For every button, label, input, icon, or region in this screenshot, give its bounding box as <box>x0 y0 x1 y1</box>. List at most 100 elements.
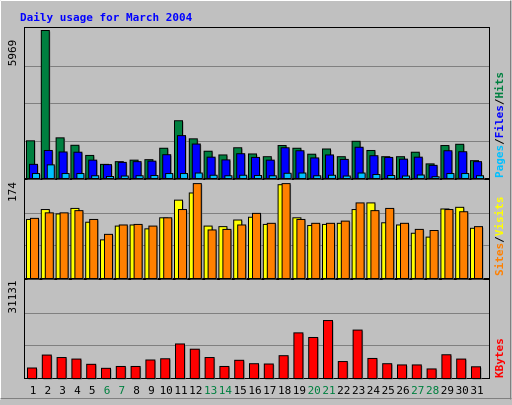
x-label-day-24: 24 <box>367 384 381 397</box>
x-label-day-12: 12 <box>189 384 202 397</box>
bar-pages-day-30 <box>461 173 470 180</box>
x-label-day-15: 15 <box>234 384 247 397</box>
bar-sites-day-7 <box>118 224 129 280</box>
bar-sites-day-24 <box>370 210 380 280</box>
x-label-day-1: 1 <box>30 384 37 397</box>
bar-pages-day-12 <box>194 172 204 180</box>
bar-sites-day-31 <box>474 226 484 280</box>
bar-pages-day-26 <box>402 175 411 180</box>
legend-hits: Hits <box>493 72 506 99</box>
chart-title: Daily usage for March 2004 <box>20 11 193 24</box>
x-label-day-3: 3 <box>59 384 66 397</box>
x-label-day-11: 11 <box>174 384 187 397</box>
bar-pages-day-27 <box>416 174 426 180</box>
x-label-day-23: 23 <box>352 384 365 397</box>
bar-pages-day-4 <box>76 173 85 180</box>
bar-kbytes-day-2 <box>41 354 53 380</box>
bar-files-day-11 <box>177 135 187 180</box>
x-label-day-25: 25 <box>382 384 395 397</box>
bar-sites-day-18 <box>281 183 292 280</box>
bar-pages-day-15 <box>239 174 248 180</box>
bar-sites-day-15 <box>237 224 247 280</box>
legend-sep-2: / <box>493 98 506 105</box>
bar-pages-day-6 <box>106 176 115 180</box>
x-axis-day-labels: 1 2 3 4 5 6 7 8 9 10 11 12 13 14 15 16 17 18 19 20 21 22 23 24 2… <box>30 384 484 397</box>
bar-pages-day-17 <box>268 175 278 180</box>
bar-kbytes-day-18 <box>278 355 290 380</box>
bar-sites-day-21 <box>326 222 336 280</box>
x-label-day-5: 5 <box>89 384 96 397</box>
x-label-day-2: 2 <box>44 384 51 397</box>
bar-sites-day-9 <box>148 225 158 280</box>
bar-kbytes-day-9 <box>145 359 156 380</box>
bars-layer <box>26 30 485 380</box>
x-label-day-7: 7 <box>118 384 125 397</box>
visits-ymax-label: 174 <box>6 182 19 202</box>
bar-pages-day-5 <box>91 175 100 180</box>
bar-pages-day-23 <box>357 172 367 180</box>
bar-pages-day-9 <box>150 175 159 180</box>
bar-kbytes-day-5 <box>86 363 97 380</box>
legend-sep-3: / <box>493 236 506 243</box>
bar-pages-day-20 <box>313 175 322 180</box>
x-label-day-6: 6 <box>104 384 111 397</box>
bar-sites-day-28 <box>429 230 440 280</box>
bar-kbytes-day-21 <box>323 320 334 380</box>
bar-kbytes-day-30 <box>456 358 467 380</box>
bar-pages-day-10 <box>165 173 174 180</box>
bar-pages-day-21 <box>328 174 337 180</box>
bar-kbytes-day-20 <box>308 336 319 380</box>
bar-sites-day-23 <box>355 202 366 280</box>
bar-pages-day-29 <box>446 173 455 180</box>
hits-ymax-label: 5969 <box>6 40 19 67</box>
x-label-day-26: 26 <box>396 384 409 397</box>
x-label-day-20: 20 <box>308 384 321 397</box>
x-label-day-28: 28 <box>426 384 439 397</box>
x-label-day-29: 29 <box>441 384 454 397</box>
legend-files: Files <box>493 105 506 138</box>
bar-sites-day-22 <box>340 220 351 280</box>
x-label-day-13: 13 <box>204 384 217 397</box>
bar-pages-day-11 <box>180 173 189 180</box>
legend-sites: Sites <box>493 243 506 276</box>
legend-hits-files-pages: Pages/Files/Hits <box>493 72 506 178</box>
x-label-day-17: 17 <box>263 384 276 397</box>
bar-sites-day-4 <box>74 210 84 280</box>
legend-visits: Visits <box>493 197 506 237</box>
bar-kbytes-day-22 <box>337 361 349 380</box>
bar-kbytes-day-7 <box>115 365 127 380</box>
legend-pages: Pages <box>493 145 506 178</box>
bar-pages-day-2 <box>46 164 56 180</box>
bar-pages-day-8 <box>135 175 145 180</box>
bar-kbytes-day-16 <box>249 363 260 380</box>
bar-kbytes-day-8 <box>130 365 142 380</box>
bar-sites-day-8 <box>133 223 144 280</box>
bar-pages-day-25 <box>387 175 396 180</box>
bar-sites-day-1 <box>30 217 40 280</box>
bar-sites-day-2 <box>44 212 55 280</box>
bar-kbytes-day-25 <box>382 363 393 380</box>
legend-sep-1: / <box>493 138 506 145</box>
bar-pages-day-24 <box>372 174 381 180</box>
bar-pages-day-7 <box>120 175 130 180</box>
bar-kbytes-day-19 <box>293 332 304 380</box>
bar-sites-day-3 <box>59 212 70 280</box>
x-label-day-18: 18 <box>278 384 291 397</box>
bar-kbytes-day-28 <box>426 368 438 380</box>
x-label-day-8: 8 <box>133 384 140 397</box>
bar-kbytes-day-6 <box>101 367 112 380</box>
bar-pages-day-19 <box>298 172 307 180</box>
kbytes-ymax-label: 31131 <box>6 280 19 313</box>
panel-kbytes-frame <box>24 279 490 379</box>
bar-sites-day-11 <box>178 209 188 280</box>
bar-pages-day-31 <box>476 175 485 180</box>
x-label-day-4: 4 <box>74 384 81 397</box>
bar-kbytes-day-4 <box>71 358 82 380</box>
bar-kbytes-day-10 <box>160 358 171 380</box>
x-label-day-16: 16 <box>248 384 261 397</box>
bar-sites-day-10 <box>163 217 173 280</box>
bar-kbytes-day-27 <box>411 364 423 380</box>
bar-kbytes-day-13 <box>204 357 216 380</box>
